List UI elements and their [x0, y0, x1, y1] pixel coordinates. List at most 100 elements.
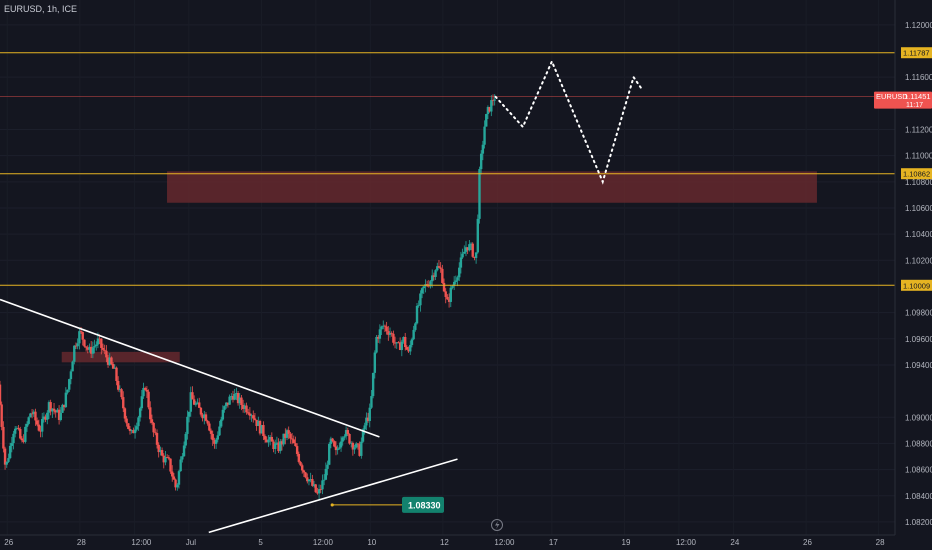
candle-body — [466, 247, 469, 251]
candle — [471, 242, 474, 258]
candle — [365, 412, 368, 430]
x-tick-label: 12:00 — [676, 538, 697, 547]
candle-body — [37, 424, 41, 431]
x-tick-label: 12:00 — [131, 538, 152, 547]
candle-body — [407, 349, 410, 352]
candle-body — [346, 430, 349, 434]
candle — [473, 256, 476, 261]
candle — [243, 403, 247, 414]
candle — [282, 433, 285, 447]
candle-body — [385, 326, 388, 332]
candle — [47, 400, 51, 420]
candle — [458, 262, 461, 282]
candle-body — [304, 472, 307, 478]
candle — [333, 440, 336, 448]
candle — [434, 269, 437, 281]
candle-body — [149, 407, 152, 420]
candle-body — [79, 331, 83, 333]
candle-body — [96, 338, 100, 345]
candle — [68, 378, 71, 393]
current-price-badge-bg — [874, 91, 932, 109]
candle-body — [356, 443, 360, 445]
candle — [419, 290, 422, 312]
candle — [441, 264, 444, 284]
candle — [57, 405, 61, 425]
candle — [34, 408, 37, 426]
candle-body — [116, 380, 120, 390]
candle-body — [74, 345, 78, 347]
candle — [179, 456, 182, 472]
candle — [238, 393, 241, 409]
candle — [154, 428, 157, 436]
candle — [10, 436, 14, 453]
candle-body — [464, 247, 468, 252]
candle — [20, 436, 24, 443]
candle — [410, 337, 414, 348]
candle-body — [474, 252, 478, 258]
candle-body — [132, 430, 135, 434]
candle — [182, 441, 186, 457]
candle — [86, 345, 89, 354]
candle — [5, 461, 8, 468]
trendlines[interactable] — [0, 298, 458, 534]
y-tick-label: 1.11200 — [905, 125, 932, 134]
candle — [331, 437, 334, 443]
candle-body — [326, 464, 329, 469]
x-tick-label: 10 — [367, 538, 376, 547]
x-tick-label: 12:00 — [313, 538, 334, 547]
lightning-icon[interactable] — [491, 519, 503, 531]
candle — [0, 401, 3, 431]
candle-body — [321, 480, 324, 490]
current-price-symbol: EURUSD — [876, 92, 908, 101]
candle-body — [343, 436, 346, 438]
candle-body — [483, 126, 486, 145]
candle — [128, 425, 132, 435]
candle-body — [295, 446, 299, 454]
x-tick-label: 28 — [876, 538, 885, 547]
candle — [120, 388, 123, 400]
candle-body — [468, 244, 471, 251]
trendline[interactable] — [208, 458, 458, 534]
candle — [138, 406, 142, 422]
y-tick-label: 1.10800 — [905, 178, 932, 187]
candle — [456, 275, 459, 287]
candle — [150, 414, 154, 425]
candle-body — [412, 329, 415, 340]
candle — [402, 336, 405, 344]
candle — [225, 402, 228, 409]
candle-body — [365, 417, 368, 426]
candle-body — [35, 420, 39, 425]
candle-body — [341, 437, 344, 442]
candle — [311, 474, 314, 487]
candle — [447, 293, 451, 308]
candle — [260, 424, 263, 434]
candle — [304, 471, 307, 479]
candle-body — [59, 412, 62, 420]
candle-body — [398, 342, 402, 350]
projection-path — [494, 58, 642, 185]
candle-body — [478, 169, 481, 219]
candle-body — [253, 418, 257, 420]
candle-body — [61, 404, 64, 413]
trendline[interactable] — [0, 298, 380, 438]
candle — [105, 345, 108, 363]
level-badge-bg — [901, 47, 932, 59]
candle-body — [306, 477, 309, 482]
candle — [317, 484, 321, 500]
candle-body — [355, 443, 358, 448]
candle — [142, 382, 145, 399]
candle-body — [322, 479, 326, 481]
candle-body — [488, 106, 491, 112]
candle — [295, 443, 299, 457]
candle — [452, 276, 456, 291]
candle-body — [209, 430, 213, 434]
candle — [468, 240, 471, 252]
candle-body — [103, 349, 106, 351]
candle — [444, 288, 447, 304]
candle — [177, 469, 181, 489]
candle-body — [270, 436, 274, 442]
time-axis[interactable]: 26 28 12:00 Jul 5 12:00 10 12 12:00 17 19 12:00 24 26… — [0, 519, 895, 548]
price-axis[interactable]: 1.12000 1.11600 1.11200 1.11000 1.10800 1.106… — [874, 0, 932, 550]
candle — [328, 442, 331, 466]
